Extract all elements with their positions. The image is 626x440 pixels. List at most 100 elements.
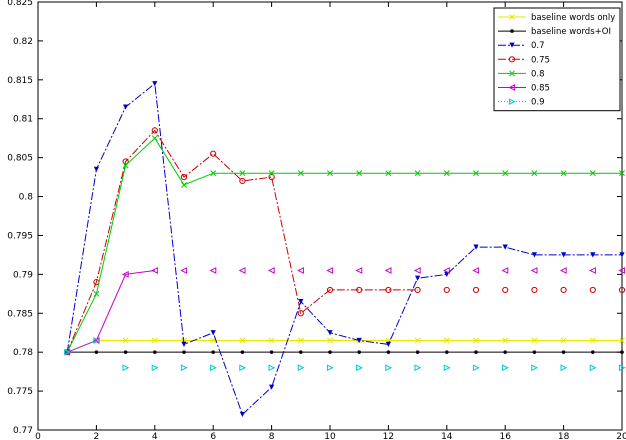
series-0-point <box>589 337 596 344</box>
series-0-point <box>502 337 509 344</box>
series-4-point <box>385 170 392 177</box>
series-4-point <box>239 170 246 177</box>
series-3-point <box>531 286 538 294</box>
series-2-point <box>619 252 625 258</box>
series-4-point <box>356 170 363 177</box>
legend-entry: 0.75 <box>531 55 550 65</box>
series-6-point <box>443 364 451 372</box>
series-3-point <box>356 286 363 294</box>
series-1-point <box>299 350 303 354</box>
y-tick-label: 0.785 <box>7 309 33 319</box>
series-1-point <box>123 350 128 354</box>
series-1-point <box>503 350 508 354</box>
series-5-point <box>326 267 334 274</box>
series-4-point <box>268 170 275 177</box>
series-3-point <box>326 286 334 294</box>
series-2-point <box>239 411 245 418</box>
series-5-point <box>530 267 538 274</box>
series-5-point <box>559 267 567 274</box>
legend-entry: 0.9 <box>531 98 545 108</box>
series-2-point <box>181 341 187 347</box>
series-1-point <box>269 350 274 354</box>
x-tick-label: 18 <box>558 432 570 440</box>
series-5-line <box>67 269 155 353</box>
series-2-point <box>356 337 362 344</box>
series-4-point <box>531 170 538 177</box>
series-6-point <box>589 364 597 372</box>
x-tick-label: 14 <box>441 432 453 440</box>
series-6-point <box>414 364 422 372</box>
legend-entry: 0.8 <box>531 69 545 79</box>
series-4-point <box>502 170 509 177</box>
y-tick-label: 0.775 <box>7 387 33 397</box>
series-2-point <box>327 330 333 336</box>
legend-swatch-marker <box>510 29 514 33</box>
series-6-point <box>297 364 305 372</box>
series-0-point <box>473 337 479 344</box>
series-3-point <box>589 286 596 294</box>
series-6 <box>64 337 626 372</box>
series-1-point <box>182 350 186 354</box>
series-2-point <box>385 341 391 347</box>
series-0-point <box>327 337 333 344</box>
series-1-point <box>415 350 420 354</box>
series-6-point <box>122 364 130 372</box>
series-3-line <box>66 129 418 353</box>
series-2-point <box>93 166 99 172</box>
legend-swatch-marker <box>509 70 515 77</box>
series-1-point <box>94 350 99 354</box>
series-3-point <box>560 286 567 294</box>
legend-swatch-marker <box>508 84 516 91</box>
series-1-point <box>532 350 537 354</box>
series-2-point <box>561 252 567 258</box>
series-layer <box>63 81 626 418</box>
series-6-point <box>151 364 159 372</box>
series-5-point <box>209 267 217 274</box>
series-2-point <box>590 252 596 258</box>
series-4 <box>64 135 625 356</box>
series-3-point <box>239 177 246 185</box>
series-6-point <box>268 364 276 372</box>
series-1-point <box>386 350 391 354</box>
series-3-point <box>210 150 217 157</box>
x-tick-label: 8 <box>269 432 275 440</box>
y-tick-label: 0.8 <box>19 193 34 203</box>
series-3-point <box>385 286 392 294</box>
series-5-point <box>297 267 304 274</box>
series-3-point <box>472 286 480 294</box>
series-5-point <box>121 270 129 278</box>
series-2-point <box>444 271 450 277</box>
x-tick-label: 20 <box>616 432 626 440</box>
y-tick-label: 0.82 <box>13 37 33 47</box>
series-2-point <box>152 81 158 87</box>
series-3 <box>64 127 626 356</box>
series-2-point <box>210 330 216 336</box>
series-5 <box>63 267 626 356</box>
axes: 0 2 4 6 8 10 12 14 16 18 20 0.77 0.775 0.78 0.785 0.79 0… <box>7 0 626 440</box>
y-tick-label: 0.78 <box>13 348 33 358</box>
series-6-point <box>385 364 393 372</box>
series-5-point <box>589 267 596 274</box>
x-tick-label: 6 <box>210 432 216 440</box>
series-2-point <box>531 252 537 258</box>
series-2-point <box>473 244 479 250</box>
legend-entry: 0.85 <box>531 84 550 94</box>
series-4-point <box>181 181 187 188</box>
series-3-point <box>180 173 188 181</box>
series-0-point <box>443 337 450 344</box>
series-6-point <box>560 364 568 372</box>
legend-swatch-marker <box>508 56 516 63</box>
legend-swatch-marker <box>509 14 515 20</box>
series-3-point <box>268 173 275 181</box>
series-1-point <box>620 350 624 354</box>
y-tick-label: 0.805 <box>7 154 33 164</box>
series-5-point <box>413 267 421 274</box>
series-4-point <box>210 170 217 177</box>
series-3-point <box>502 286 509 294</box>
legend: baseline words only baseline words+OI 0.7 0… <box>493 7 621 112</box>
series-6-point <box>239 364 247 372</box>
series-1-point <box>240 350 245 354</box>
series-6-point <box>180 364 188 372</box>
series-4-point <box>297 170 304 177</box>
